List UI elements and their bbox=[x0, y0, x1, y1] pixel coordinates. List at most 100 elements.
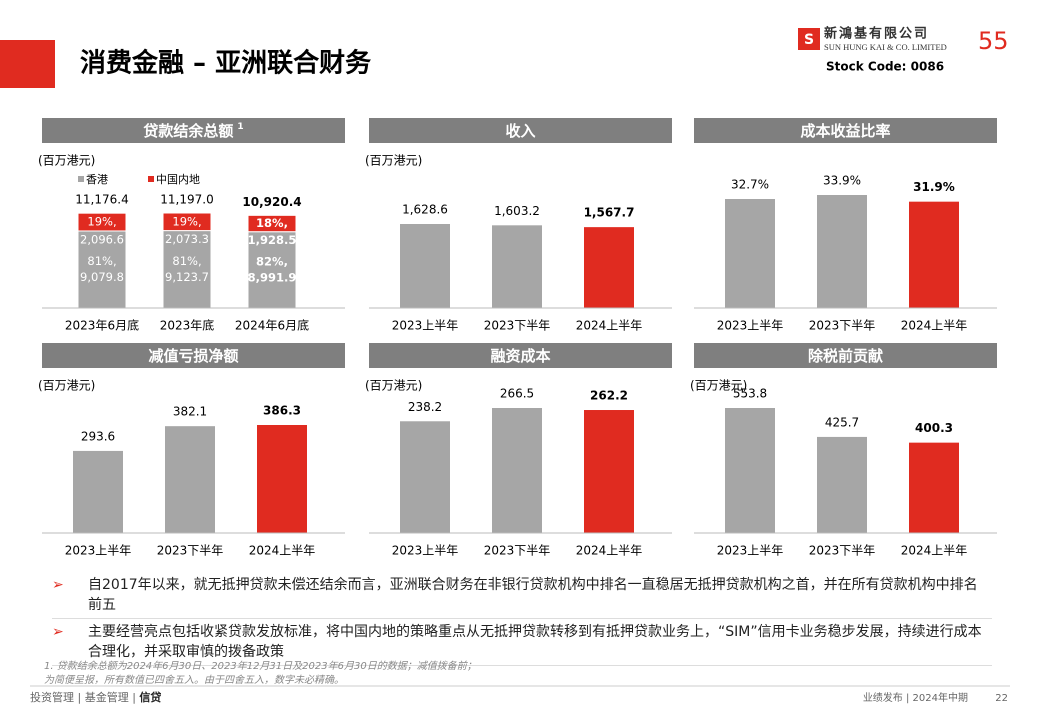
panel-header bbox=[42, 118, 345, 143]
slide-title: 消费金融 – 亚洲联合财务 bbox=[80, 48, 371, 79]
unit-label: (百万港元) bbox=[38, 379, 95, 393]
bar bbox=[909, 442, 959, 533]
value-label: 293.6 bbox=[81, 429, 115, 443]
bullet-text: 主要经营亮点包括收紧贷款发放标准，将中国内地的策略重点从无抵押贷款转移到有抵押贷… bbox=[88, 624, 982, 660]
chart-title-text: 成本收益比率 bbox=[800, 122, 890, 140]
value-label: 1,567.7 bbox=[584, 206, 635, 220]
value-label: 31.9% bbox=[913, 180, 955, 194]
value-label: 386.3 bbox=[263, 404, 301, 418]
bar bbox=[584, 227, 634, 308]
bar-segment bbox=[77, 230, 127, 309]
bar-segment bbox=[162, 212, 212, 232]
chart-title-note: 1 bbox=[237, 122, 243, 132]
panel-header bbox=[42, 343, 345, 368]
value-label: 1,603.2 bbox=[494, 204, 540, 218]
value-label: 238.2 bbox=[408, 400, 442, 414]
legend-swatch bbox=[148, 176, 154, 182]
chart-title: 除税前贡献 bbox=[808, 347, 883, 365]
x-tick-label: 2023年底 bbox=[160, 318, 215, 333]
value-label: 266.5 bbox=[500, 387, 534, 401]
value-label: 1,628.6 bbox=[402, 203, 448, 217]
value-label: 262.2 bbox=[590, 389, 628, 403]
bar bbox=[400, 421, 450, 533]
stock-code: Stock Code: 0086 bbox=[826, 60, 944, 74]
x-tick-label: 2023年6月底 bbox=[65, 318, 139, 333]
panel-header bbox=[369, 343, 672, 368]
bar bbox=[725, 408, 775, 533]
bar bbox=[817, 195, 867, 308]
bar bbox=[725, 199, 775, 308]
logo-icon-mark: S bbox=[804, 32, 814, 48]
footer-separator: | bbox=[129, 691, 140, 704]
chart-title-text: 除税前贡献 bbox=[808, 347, 883, 365]
x-tick-label: 2023下半年 bbox=[484, 319, 551, 333]
logo-name-en: SUN HUNG KAI & CO. LIMITED bbox=[824, 42, 947, 52]
bar-segment bbox=[162, 230, 212, 309]
value-label: 32.7% bbox=[731, 178, 769, 192]
total-label: 10,920.4 bbox=[242, 195, 301, 209]
x-tick-label: 2024上半年 bbox=[249, 544, 316, 558]
bar bbox=[909, 201, 959, 308]
bar-segment bbox=[77, 212, 127, 232]
page-number: 22 bbox=[995, 693, 1008, 704]
bar bbox=[165, 426, 215, 533]
unit-label: (百万港元) bbox=[365, 379, 422, 393]
x-tick-label: 2023上半年 bbox=[392, 319, 459, 333]
value-label: 425.7 bbox=[825, 415, 859, 429]
unit-label: (百万港元) bbox=[690, 379, 747, 393]
chart-title: 减值亏损净额 bbox=[148, 347, 238, 365]
x-tick-label: 2024上半年 bbox=[901, 319, 968, 333]
bullet: ➢ 自2017年以来，就无抵押贷款未偿还结余而言，亚洲联合财务在非银行贷款机构中排… bbox=[52, 572, 992, 619]
footnote: 1. 贷款结余总额为2024年6月30日、2023年12月31日及2023年6月… bbox=[44, 661, 477, 672]
panel-header bbox=[369, 118, 672, 143]
share-label: 81%, bbox=[87, 254, 116, 268]
share-label: 18%, bbox=[256, 216, 288, 230]
logo-name-cn: 新鴻基有限公司 bbox=[824, 26, 929, 42]
bar bbox=[257, 425, 307, 533]
bar bbox=[492, 225, 542, 308]
x-tick-label: 2023下半年 bbox=[809, 544, 876, 558]
footer-section: 投资管理 bbox=[30, 690, 74, 704]
value-label: 1,928.5 bbox=[248, 233, 297, 247]
x-tick-label: 2024上半年 bbox=[576, 319, 643, 333]
unit-label: (百万港元) bbox=[38, 154, 95, 168]
x-tick-label: 2024上半年 bbox=[576, 544, 643, 558]
footer-section: 基金管理 bbox=[85, 690, 129, 704]
value-label: 400.3 bbox=[915, 421, 953, 435]
total-label: 11,176.4 bbox=[75, 193, 128, 207]
legend-label: 香港 bbox=[86, 173, 108, 186]
bar bbox=[492, 408, 542, 533]
total-label: 11,197.0 bbox=[160, 193, 213, 207]
chart-title: 成本收益比率 bbox=[800, 122, 890, 140]
logo-badge: 55 bbox=[978, 27, 1009, 55]
bullet-list: ➢ 自2017年以来，就无抵押贷款未偿还结余而言，亚洲联合财务在非银行贷款机构中排… bbox=[52, 572, 992, 666]
legend-swatch bbox=[78, 176, 84, 182]
value-label: 9,079.8 bbox=[80, 270, 124, 284]
logo-icon bbox=[798, 28, 820, 50]
x-tick-label: 2023下半年 bbox=[484, 544, 551, 558]
chart-title-text: 减值亏损净额 bbox=[148, 347, 238, 365]
value-label: 9,123.7 bbox=[165, 270, 209, 284]
x-tick-label: 2023下半年 bbox=[157, 544, 224, 558]
value-label: 553.8 bbox=[733, 387, 767, 401]
chart-title: 贷款结余总额 1 bbox=[143, 122, 243, 140]
bullet-text: 自2017年以来，就无抵押贷款未偿还结余而言，亚洲联合财务在非银行贷款机构中排名… bbox=[88, 577, 978, 613]
accent-block bbox=[0, 40, 55, 88]
share-label: 82%, bbox=[256, 254, 288, 268]
footer-right: 业绩发布 | 2024年中期 bbox=[863, 691, 968, 704]
share-label: 19%, bbox=[87, 215, 116, 229]
bullet-marker: ➢ bbox=[52, 577, 64, 593]
footer-separator: | bbox=[74, 691, 85, 704]
x-tick-label: 2023上半年 bbox=[717, 544, 784, 558]
chart-title-text: 收入 bbox=[505, 122, 535, 140]
value-label: 2,073.3 bbox=[165, 232, 209, 246]
value-label: 2,096.6 bbox=[80, 232, 124, 246]
x-tick-label: 2024年6月底 bbox=[235, 318, 309, 333]
chart-title-text: 贷款结余总额 bbox=[143, 122, 233, 140]
x-tick-label: 2024上半年 bbox=[901, 544, 968, 558]
unit-label: (百万港元) bbox=[365, 154, 422, 168]
chart-title: 融资成本 bbox=[490, 347, 550, 365]
bar-segment bbox=[247, 214, 297, 233]
chart-title-text: 融资成本 bbox=[490, 347, 550, 365]
